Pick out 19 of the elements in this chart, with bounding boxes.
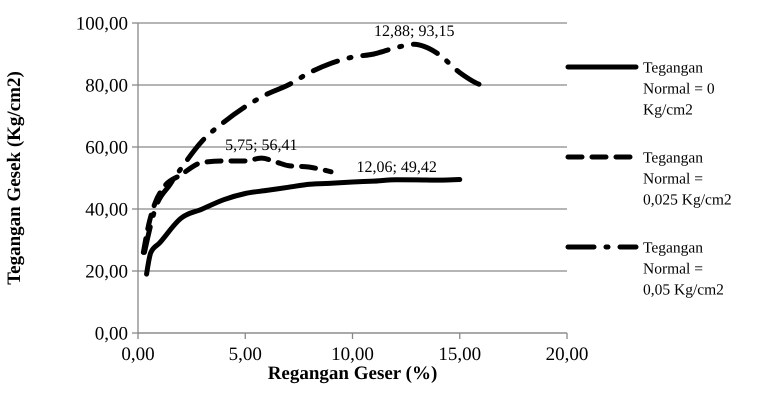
y-tick-label: 60,00 — [85, 138, 128, 159]
y-tick-label: 20,00 — [85, 262, 128, 283]
legend-label: Tegangan Normal = 0,025 Kg/cm2 — [643, 149, 732, 208]
annotation: 12,88; 93,15 — [374, 23, 455, 40]
x-tick-label: 5,00 — [228, 344, 262, 365]
annotation: 12,06; 49,42 — [356, 158, 437, 176]
annotation: 5,75; 56,41 — [225, 137, 298, 154]
y-tick-label: 100,00 — [76, 14, 128, 35]
x-axis-title: Regangan Geser (%) — [268, 363, 438, 384]
y-tick-label: 80,00 — [85, 76, 128, 97]
y-axis-title: Tegangan Gesek (Kg/cm2) — [4, 71, 25, 285]
x-tick-label: 15,00 — [438, 344, 482, 365]
x-tick-label: 0,00 — [121, 344, 155, 365]
y-tick-label: 40,00 — [85, 200, 128, 221]
legend-label: Tegangan Normal = 0,05 Kg/cm2 — [643, 239, 724, 298]
x-tick-label: 10,00 — [331, 344, 374, 365]
x-tick-label: 20,00 — [546, 344, 588, 365]
legend-label: Tegangan Normal = 0 Kg/cm2 — [643, 59, 715, 118]
y-tick-label: 0,00 — [94, 324, 128, 345]
